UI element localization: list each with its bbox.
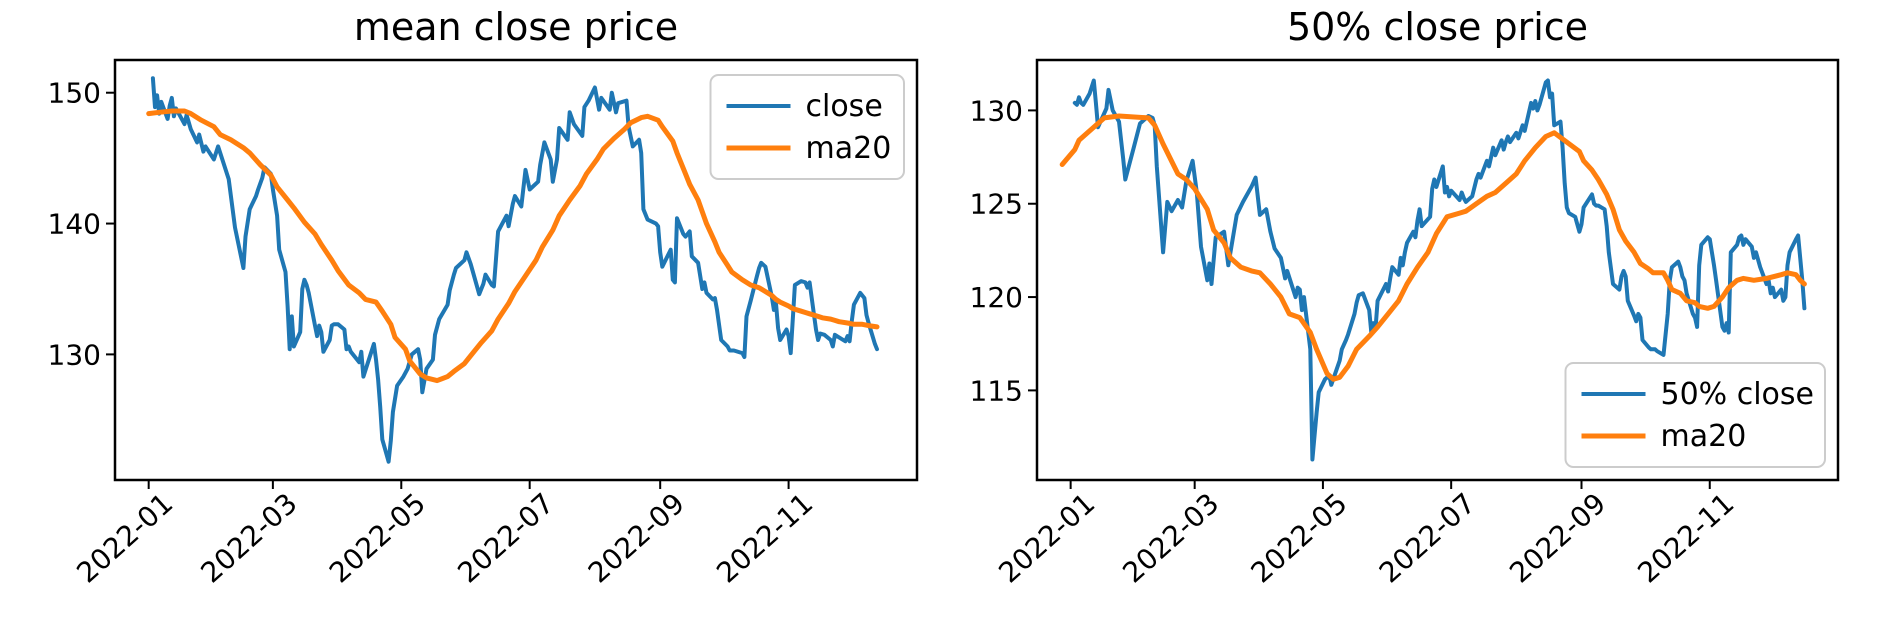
- axes-box: [113, 58, 919, 482]
- y-tick-label: 140: [48, 208, 101, 241]
- legend-label: ma20: [806, 131, 892, 166]
- legend-box: [709, 74, 905, 180]
- y-tick-label: 125: [970, 188, 1023, 221]
- legend-entry-close: close: [726, 89, 883, 124]
- y-axis: 115 120 125 130: [970, 94, 1037, 407]
- legend: 50% close ma20: [1564, 362, 1826, 468]
- chart-title: mean close price: [354, 5, 678, 49]
- axes-box: [1035, 58, 1840, 482]
- legend-entry-50-close: 50% close: [1581, 377, 1815, 412]
- 50-close-line: [1072, 78, 1807, 462]
- legend-label: ma20: [1661, 419, 1747, 454]
- ma20-line: [1059, 113, 1807, 382]
- ma20-line: [146, 108, 880, 384]
- legend-box: [1564, 362, 1826, 468]
- y-axis: 130 140 150: [48, 77, 115, 371]
- y-tick-label: 130: [970, 94, 1023, 127]
- legend-label: close: [806, 89, 883, 124]
- y-tick-label: 120: [970, 281, 1023, 314]
- y-tick-label: 150: [48, 77, 101, 110]
- chart-title: 50% close price: [1287, 5, 1588, 49]
- legend-entry-ma20: ma20: [1581, 419, 1747, 454]
- legend: close ma20: [709, 74, 905, 180]
- legend-entry-ma20: ma20: [726, 131, 892, 166]
- legend-label: 50% close: [1661, 377, 1815, 412]
- y-tick-label: 130: [48, 338, 101, 371]
- y-tick-label: 115: [970, 374, 1023, 407]
